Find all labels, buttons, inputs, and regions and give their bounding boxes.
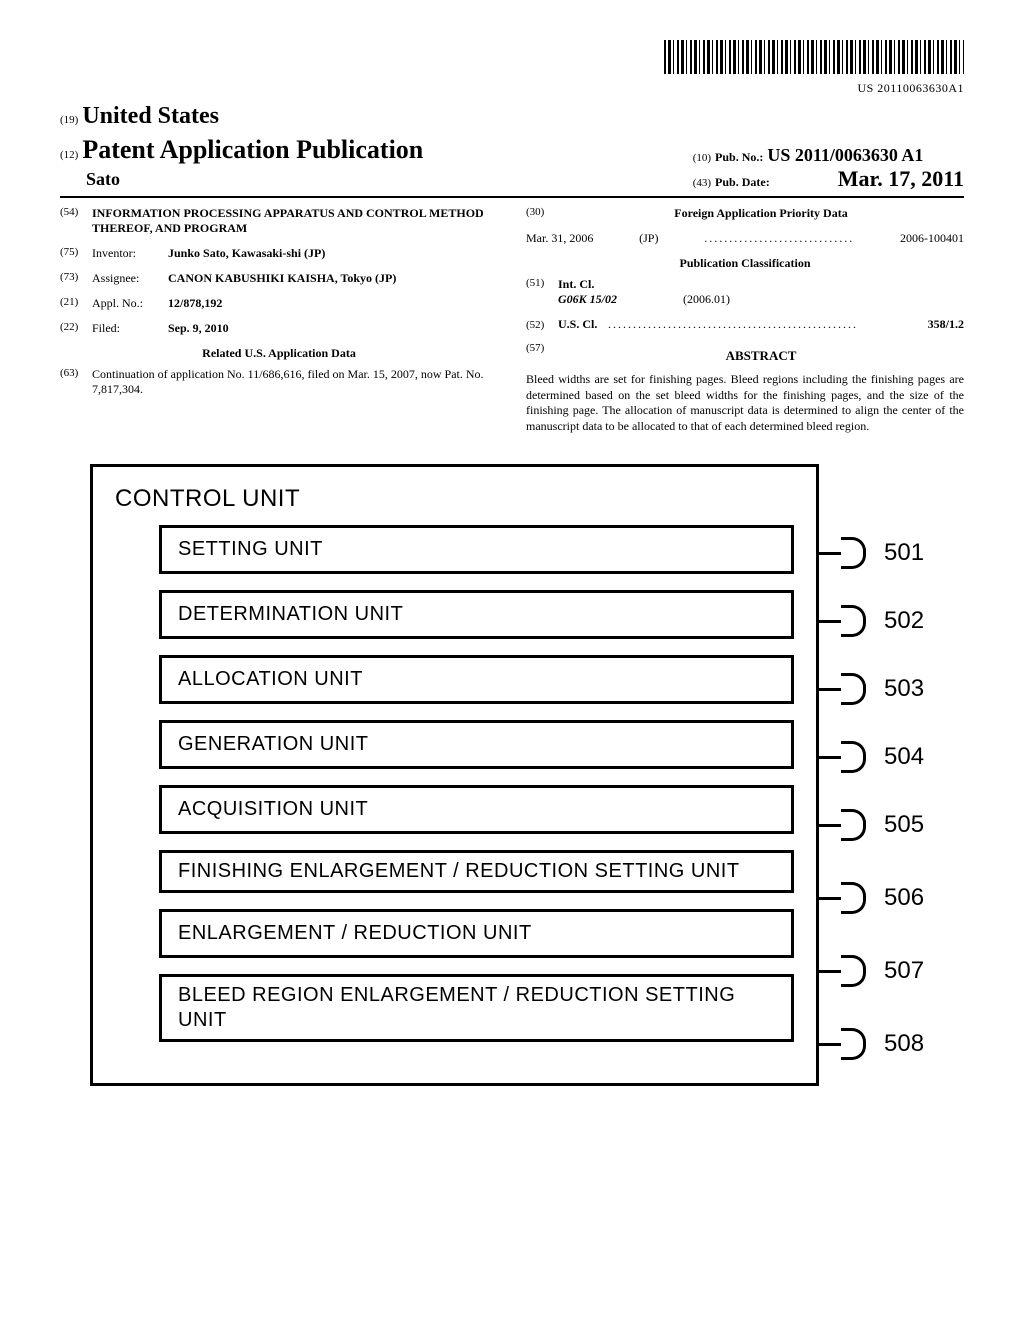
ref-row: 503 — [819, 658, 934, 720]
figure-area: CONTROL UNIT SETTING UNIT DETERMINATION U… — [90, 464, 934, 1086]
connector-line — [819, 673, 866, 705]
inventor-value: Junko Sato, Kawasaki-shi (JP) — [168, 246, 498, 261]
unit-row: ENLARGEMENT / REDUCTION UNIT — [115, 909, 794, 958]
ref-number: 508 — [884, 1030, 934, 1058]
pub-type-code: (12) — [60, 149, 78, 161]
inventor-label: Inventor: — [92, 246, 168, 261]
appl-code: (21) — [60, 296, 92, 311]
unit-box: SETTING UNIT — [159, 525, 794, 574]
foreign-country: (JP) — [639, 231, 658, 246]
filed-code: (22) — [60, 321, 92, 336]
header-left: (19) United States (12) Patent Applicati… — [60, 100, 423, 192]
abstract-body: Bleed widths are set for finishing pages… — [526, 372, 964, 434]
ref-number: 507 — [884, 957, 934, 985]
related-text: Continuation of application No. 11/686,6… — [92, 367, 498, 397]
pub-date-value: Mar. 17, 2011 — [838, 166, 964, 191]
abstract-code: (57) — [526, 342, 558, 370]
dots2: ........................................… — [608, 317, 928, 332]
biblio-block: (54) INFORMATION PROCESSING APPARATUS AN… — [60, 206, 964, 434]
foreign-code: (30) — [526, 206, 558, 221]
foreign-num: 2006-100401 — [900, 231, 964, 246]
unit-row: BLEED REGION ENLARGEMENT / REDUCTION SET… — [115, 974, 794, 1042]
unit-box: ENLARGEMENT / REDUCTION UNIT — [159, 909, 794, 958]
ref-row: 502 — [819, 590, 934, 652]
ref-row: 506 — [819, 862, 934, 934]
inventor-value-text: Junko Sato, Kawasaki-shi (JP) — [168, 246, 325, 260]
header-block: (19) United States (12) Patent Applicati… — [60, 100, 964, 198]
barcode-text: US 20110063630A1 — [60, 81, 964, 96]
foreign-title: Foreign Application Priority Data — [558, 206, 964, 221]
control-unit-title: CONTROL UNIT — [115, 485, 794, 513]
intcl-class: G06K 15/02 — [558, 292, 617, 306]
biblio-left-col: (54) INFORMATION PROCESSING APPARATUS AN… — [60, 206, 498, 434]
intcl-code: (51) — [526, 277, 558, 307]
ref-number: 505 — [884, 811, 934, 839]
ref-number: 506 — [884, 884, 934, 912]
country-name: United States — [82, 100, 219, 132]
assignee-label: Assignee: — [92, 271, 168, 286]
unit-box: ACQUISITION UNIT — [159, 785, 794, 834]
country-code: (19) — [60, 114, 78, 126]
uscl-code: (52) — [526, 319, 558, 331]
unit-row: FINISHING ENLARGEMENT / REDUCTION SETTIN… — [115, 850, 794, 893]
classification-title: Publication Classification — [526, 256, 964, 271]
ref-number: 504 — [884, 743, 934, 771]
connector-line — [819, 741, 866, 773]
connector-line — [819, 605, 866, 637]
pub-no-value: US 2011/0063630 A1 — [767, 145, 923, 165]
intcl-label: Int. Cl. — [558, 277, 964, 292]
dots: .............................. — [704, 231, 854, 246]
connector-line — [819, 809, 866, 841]
uscl-label: U.S. Cl. — [558, 317, 608, 332]
inventor-code: (75) — [60, 246, 92, 261]
appl-label: Appl. No.: — [92, 296, 168, 311]
connector-line — [819, 1028, 866, 1060]
unit-row: ACQUISITION UNIT — [115, 785, 794, 834]
related-title: Related U.S. Application Data — [60, 346, 498, 361]
assignee-code: (73) — [60, 271, 92, 286]
ref-number: 503 — [884, 675, 934, 703]
pub-no-code: (10) — [693, 152, 711, 164]
control-unit-box: CONTROL UNIT SETTING UNIT DETERMINATION U… — [90, 464, 819, 1086]
foreign-date: Mar. 31, 2006 — [526, 231, 593, 246]
unit-box: GENERATION UNIT — [159, 720, 794, 769]
barcode-graphic — [664, 40, 964, 74]
ref-row: 505 — [819, 794, 934, 856]
connector-line — [819, 955, 866, 987]
unit-row: DETERMINATION UNIT — [115, 590, 794, 639]
ref-number: 502 — [884, 607, 934, 635]
unit-box: DETERMINATION UNIT — [159, 590, 794, 639]
invention-title: INFORMATION PROCESSING APPARATUS AND CON… — [92, 206, 498, 236]
filed-label: Filed: — [92, 321, 168, 336]
title-code: (54) — [60, 206, 92, 236]
unit-row: ALLOCATION UNIT — [115, 655, 794, 704]
ref-number: 501 — [884, 539, 934, 567]
pub-date-label: Pub. Date: — [715, 175, 770, 189]
pub-date-code: (43) — [693, 177, 711, 189]
barcode-block — [60, 40, 964, 79]
unit-row: GENERATION UNIT — [115, 720, 794, 769]
ref-row: 508 — [819, 1008, 934, 1080]
unit-box: FINISHING ENLARGEMENT / REDUCTION SETTIN… — [159, 850, 794, 893]
ref-row: 507 — [819, 940, 934, 1002]
appl-value: 12/878,192 — [168, 296, 498, 311]
uscl-value: 358/1.2 — [928, 317, 964, 332]
header-right: (10) Pub. No.: US 2011/0063630 A1 (43) P… — [693, 145, 964, 192]
ref-row: 501 — [819, 522, 934, 584]
unit-row: SETTING UNIT — [115, 525, 794, 574]
connector-line — [819, 537, 866, 569]
ref-row: 504 — [819, 726, 934, 788]
unit-box: BLEED REGION ENLARGEMENT / REDUCTION SET… — [159, 974, 794, 1042]
unit-box: ALLOCATION UNIT — [159, 655, 794, 704]
related-code: (63) — [60, 367, 92, 397]
connector-line — [819, 882, 866, 914]
intcl-year: (2006.01) — [683, 292, 730, 306]
pub-type: Patent Application Publication — [82, 132, 423, 167]
biblio-right-col: (30) Foreign Application Priority Data M… — [526, 206, 964, 434]
author-name: Sato — [86, 167, 120, 191]
assignee-value: CANON KABUSHIKI KAISHA, Tokyo (JP) — [168, 271, 498, 286]
pub-no-label: Pub. No.: — [715, 150, 763, 164]
abstract-title: ABSTRACT — [558, 348, 964, 364]
filed-value: Sep. 9, 2010 — [168, 321, 498, 336]
